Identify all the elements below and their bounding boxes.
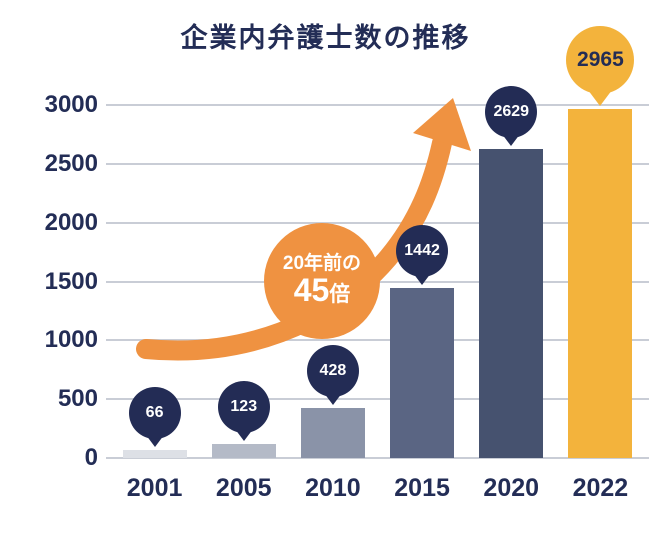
bar-2001 (122, 450, 187, 458)
value-pin-2022: 2965 (566, 26, 635, 106)
y-axis-tick-label: 2000 (44, 208, 98, 236)
bar-2020 (479, 149, 544, 458)
bar-2010 (300, 408, 365, 458)
x-axis-tick-label: 2005 (215, 474, 272, 502)
x-axis-tick-label: 2022 (572, 474, 629, 502)
bar-2015 (390, 288, 455, 458)
x-axis-tick-label: 2001 (126, 474, 183, 502)
gridline (106, 398, 649, 401)
gridline (106, 104, 649, 106)
gridline (106, 457, 649, 459)
y-axis-tick-label: 3000 (44, 91, 98, 118)
annotation-unit: 倍 (329, 283, 351, 307)
growth-arrow-head (413, 98, 471, 151)
gridline (106, 339, 649, 342)
chart-title: 企業内弁護士数の推移 (180, 23, 471, 53)
y-axis-tick-label: 1500 (44, 267, 98, 295)
y-axis-tick-label: 2500 (44, 149, 98, 177)
y-axis-tick-label: 1000 (44, 326, 98, 354)
value-pin-head: 2965 (566, 26, 635, 94)
value-pin-2015: 1442 (396, 225, 449, 285)
bar-2022 (568, 109, 633, 458)
growth-annotation-badge: 20年前の 45倍 (264, 223, 380, 339)
value-pin-head: 428 (306, 345, 359, 397)
value-pin-2005: 123 (217, 381, 270, 441)
annotation-line2: 45倍 (293, 272, 351, 309)
x-axis-tick-label: 2015 (394, 474, 450, 502)
value-pin-head: 66 (128, 387, 181, 439)
x-axis-tick-label: 2020 (483, 474, 540, 502)
annotation-line1: 20年前の (282, 253, 362, 275)
x-axis-tick-label: 2010 (305, 474, 361, 502)
value-pin-head: 1442 (396, 225, 449, 277)
value-pin-2020: 2629 (485, 86, 538, 146)
gridline (106, 221, 649, 224)
gridline (106, 162, 649, 165)
y-axis-tick-label: 500 (57, 385, 98, 413)
value-pin-head: 2629 (485, 86, 538, 138)
annotation-multiplier: 45 (293, 272, 330, 309)
value-pin-2001: 66 (128, 387, 181, 447)
y-axis-tick-label: 0 (84, 444, 98, 471)
value-pin-2010: 428 (306, 345, 359, 405)
value-pin-head: 123 (217, 381, 270, 433)
bar-2005 (211, 444, 276, 458)
